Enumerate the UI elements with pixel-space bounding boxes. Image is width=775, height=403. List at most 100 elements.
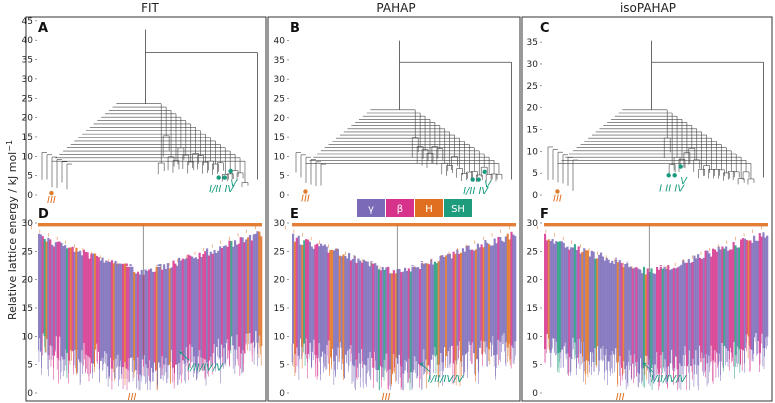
energy-basin	[611, 260, 614, 352]
y-tick-label: 20	[22, 114, 34, 124]
energy-basin	[376, 265, 379, 370]
energy-basin	[144, 269, 147, 365]
annotation-group: I/II IV	[209, 184, 235, 195]
energy-basin	[213, 250, 216, 345]
energy-basin	[45, 241, 48, 339]
panel-label-c: C	[540, 21, 550, 36]
energy-basin	[327, 252, 330, 341]
energy-basin	[101, 257, 104, 358]
energy-basin	[103, 262, 106, 352]
annotation-iii: III	[47, 195, 56, 206]
y-tick-label: 0	[279, 389, 285, 399]
energy-basin	[583, 248, 586, 362]
energy-basin	[586, 250, 590, 362]
minimum-marker	[228, 168, 233, 174]
energy-basin	[764, 237, 767, 339]
energy-basin	[110, 260, 113, 369]
energy-basin	[667, 265, 670, 367]
y-tick-label: 10	[527, 332, 539, 342]
energy-basin	[392, 270, 395, 354]
energy-basin	[394, 273, 397, 358]
frame-column-isopahap	[521, 16, 773, 402]
energy-basin	[566, 246, 569, 354]
energy-basin	[678, 266, 681, 364]
y-tick-label: 15	[527, 125, 538, 135]
energy-basin	[637, 268, 640, 373]
energy-basin	[377, 269, 381, 371]
energy-basin	[329, 249, 332, 358]
energy-basin	[206, 248, 209, 363]
energy-basin	[661, 268, 664, 353]
energy-basin	[713, 249, 717, 351]
energy-basin	[626, 261, 629, 366]
y-tick-label: 30	[527, 60, 539, 70]
annotation-v: V	[230, 179, 238, 190]
energy-basin	[581, 251, 584, 343]
energy-basin	[734, 245, 737, 356]
energy-basin	[305, 239, 308, 339]
energy-basin	[129, 264, 132, 358]
energy-basin	[194, 257, 197, 366]
energy-basin	[114, 260, 117, 359]
energy-basin	[613, 263, 616, 355]
energy-basin	[426, 263, 429, 366]
energy-basin	[663, 265, 666, 360]
energy-basin	[450, 258, 453, 346]
energy-basin	[217, 250, 220, 339]
energy-basin	[361, 262, 364, 350]
energy-basin	[166, 262, 169, 366]
energy-basin	[82, 249, 85, 344]
energy-basin	[38, 233, 41, 339]
energy-basin	[685, 262, 689, 367]
energy-basin	[138, 274, 141, 375]
energy-basin	[86, 252, 89, 357]
energy-basin	[312, 248, 315, 340]
energy-basin	[183, 259, 186, 364]
energy-basin	[482, 247, 485, 342]
energy-basin	[379, 270, 382, 367]
energy-basin	[495, 243, 498, 355]
energy-basin	[762, 232, 765, 349]
energy-basin	[310, 246, 313, 353]
minimum-marker	[216, 175, 221, 180]
y-tick-label: 20	[527, 104, 539, 114]
energy-basin	[62, 246, 65, 360]
energy-basin	[90, 253, 93, 364]
energy-basin	[174, 263, 177, 365]
frame-column-fit	[25, 16, 267, 402]
energy-basin	[420, 261, 423, 367]
legend-label-gamma: γ	[368, 204, 374, 215]
energy-basin	[585, 250, 588, 361]
energy-basin	[176, 265, 179, 365]
energy-basin	[501, 240, 504, 336]
y-tick-label: 30	[22, 75, 34, 85]
energy-basin	[572, 247, 575, 338]
energy-basin	[721, 246, 724, 344]
energy-basin	[751, 242, 754, 351]
energy-basin	[301, 244, 304, 347]
energy-basin	[118, 263, 121, 367]
energy-basin	[745, 239, 748, 335]
energy-basin	[94, 253, 97, 350]
energy-basin	[308, 241, 311, 343]
energy-basin	[579, 253, 582, 354]
energy-basin	[122, 263, 125, 368]
energy-basin	[560, 241, 563, 350]
annotation-iii: III	[382, 392, 391, 403]
energy-basin	[439, 255, 442, 354]
energy-basin	[260, 236, 263, 346]
energy-basin	[644, 274, 647, 356]
energy-basin	[95, 255, 99, 344]
energy-basin	[157, 264, 160, 363]
y-tick-label: 20	[22, 276, 34, 286]
energy-basin	[49, 239, 52, 346]
energy-basin	[187, 254, 190, 360]
y-tick-label: 5	[532, 361, 538, 371]
annotation-iii: III	[553, 194, 562, 205]
energy-basin	[510, 231, 513, 346]
energy-basin	[484, 240, 487, 342]
energy-basin	[646, 268, 649, 356]
energy-basin	[570, 247, 573, 360]
energy-basin	[749, 240, 752, 349]
y-tick-label: 35	[22, 56, 33, 66]
